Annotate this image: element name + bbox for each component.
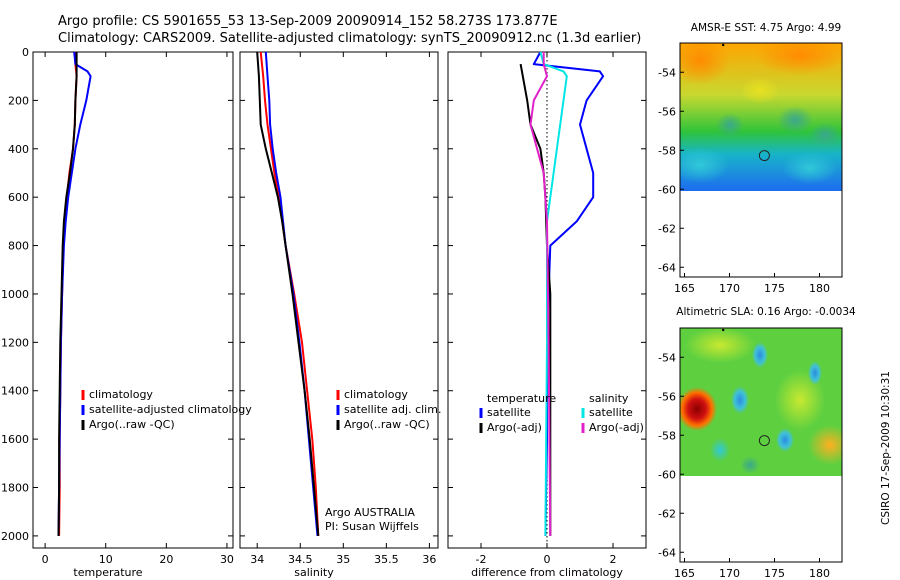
sla-map-coast-dot [722, 328, 725, 332]
sst-map-xtick-label: 180 [809, 282, 830, 295]
difference-xtick-label: 2 [610, 553, 617, 566]
difference-legend-header: temperature [487, 392, 556, 405]
salinity-xlabel: salinity [294, 566, 334, 579]
temperature-xtick-label: 20 [159, 553, 173, 566]
sst-map-ytick-label: -54 [658, 66, 676, 79]
sst-map-ytick-label: -56 [658, 105, 676, 118]
salinity-legend-label: climatology [344, 388, 408, 401]
temperature-series-2 [57, 52, 78, 536]
salinity-series-2 [256, 51, 320, 536]
salinity-xtick-label: 35.5 [374, 553, 399, 566]
sla-map-frame [679, 327, 843, 563]
sla-map-xtick-label: 165 [674, 567, 695, 580]
sla-map-ytick-label: -62 [658, 507, 676, 520]
salinity-xtick-label: 35 [336, 553, 350, 566]
salinity-plot: 34 34.5 35 35.5 36 salinity climatology satelli… [239, 51, 441, 579]
salinity-annotation: Argo AUSTRALIA [325, 506, 415, 519]
sla-map-ytick-label: -56 [658, 390, 676, 403]
difference-series-0 [532, 51, 605, 536]
temperature-ytick-label: 1200 [1, 336, 29, 349]
temperature-ytick-label: 800 [8, 240, 29, 253]
temperature-ytick-label: 1800 [1, 482, 29, 495]
side-label: CSIRO 17-Sep-2009 10:30:31 [880, 371, 892, 525]
difference-legend-label: satellite [487, 406, 531, 419]
temperature-ytick-label: 0 [22, 46, 29, 59]
sst-field [680, 43, 842, 191]
sst-map: AMSR-E SST: 4.75 Argo: 4.99 165 170 175 180 -… [658, 22, 843, 295]
temperature-frame [32, 51, 234, 549]
sst-map-coast-dot [722, 43, 725, 47]
sla-map-xtick-label: 170 [719, 567, 740, 580]
temperature-plot: 0 10 20 30 0 200 400 600 800 1000 1200 1400 1600 1800… [1, 46, 252, 579]
difference-legend-label: Argo(-adj) [589, 421, 644, 434]
difference-legend-header: salinity [589, 392, 629, 405]
temperature-legend-label: Argo(..raw -QC) [89, 418, 175, 431]
salinity-xtick-label: 34.5 [288, 553, 313, 566]
sla-map-ytick-label: -54 [658, 351, 676, 364]
sst-map-xtick-label: 165 [674, 282, 695, 295]
temperature-ytick-label: 1000 [1, 288, 29, 301]
header-line-1: Argo profile: CS 5901655_53 13-Sep-2009 … [58, 14, 558, 29]
temperature-xtick-label: 10 [99, 553, 113, 566]
temperature-ytick-label: 400 [8, 143, 29, 156]
sla-map-title: Altimetric SLA: 0.16 Argo: -0.0034 [676, 306, 856, 318]
temperature-series [57, 51, 92, 536]
difference-xlabel: difference from climatology [471, 566, 623, 579]
sst-map-frame [679, 42, 843, 278]
temperature-legend-label: satellite-adjusted climatology [89, 403, 252, 416]
difference-series-3 [529, 52, 552, 536]
temperature-ytick-label: 600 [8, 191, 29, 204]
salinity-xtick-label: 36 [422, 553, 436, 566]
difference-xtick-label: 0 [544, 553, 551, 566]
temperature-ytick-label: 1600 [1, 433, 29, 446]
sst-map-ytick-label: -62 [658, 222, 676, 235]
sla-map-ytick-label: -64 [658, 546, 676, 559]
difference-series [519, 51, 605, 536]
temperature-ytick-label: 200 [8, 94, 29, 107]
temperature-ytick-label: 1400 [1, 385, 29, 398]
salinity-legend-label: Argo(..raw -QC) [344, 418, 430, 431]
sst-map-title: AMSR-E SST: 4.75 Argo: 4.99 [691, 22, 841, 34]
temperature-xlabel: temperature [73, 566, 142, 579]
sst-map-ytick-label: -60 [658, 183, 676, 196]
salinity-legend-label: satellite adj. clim. [344, 403, 441, 416]
sla-field [680, 328, 842, 476]
difference-xtick-label: -2 [476, 553, 487, 566]
temperature-xtick-label: 30 [220, 553, 234, 566]
sla-map-ytick-label: -58 [658, 429, 676, 442]
sst-map-ytick-label: -58 [658, 144, 676, 157]
sla-map-float-marker [758, 435, 770, 447]
sla-map-xtick-label: 175 [764, 567, 785, 580]
salinity-frame [239, 51, 439, 549]
difference-series-2 [539, 51, 568, 536]
salinity-xtick-label: 34 [250, 553, 264, 566]
sst-map-xtick-label: 170 [719, 282, 740, 295]
difference-legend-label: satellite [589, 406, 633, 419]
sla-map: Altimetric SLA: 0.16 Argo: -0.0034 165 170… [658, 306, 856, 580]
temperature-xtick-label: 0 [42, 553, 49, 566]
salinity-series [256, 51, 320, 536]
sla-map-ytick-label: -60 [658, 468, 676, 481]
header-line-2: Climatology: CARS2009. Satellite-adjuste… [58, 31, 641, 46]
sla-map-xtick-label: 180 [809, 567, 830, 580]
temperature-ytick-label: 2000 [1, 530, 29, 543]
difference-legend-label: Argo(-adj) [487, 421, 542, 434]
sst-map-float-marker [758, 150, 770, 162]
salinity-annotation: PI: Susan Wijffels [325, 520, 419, 533]
sst-map-xtick-label: 175 [764, 282, 785, 295]
sst-map-ytick-label: -64 [658, 261, 676, 274]
temperature-legend-label: climatology [89, 388, 153, 401]
